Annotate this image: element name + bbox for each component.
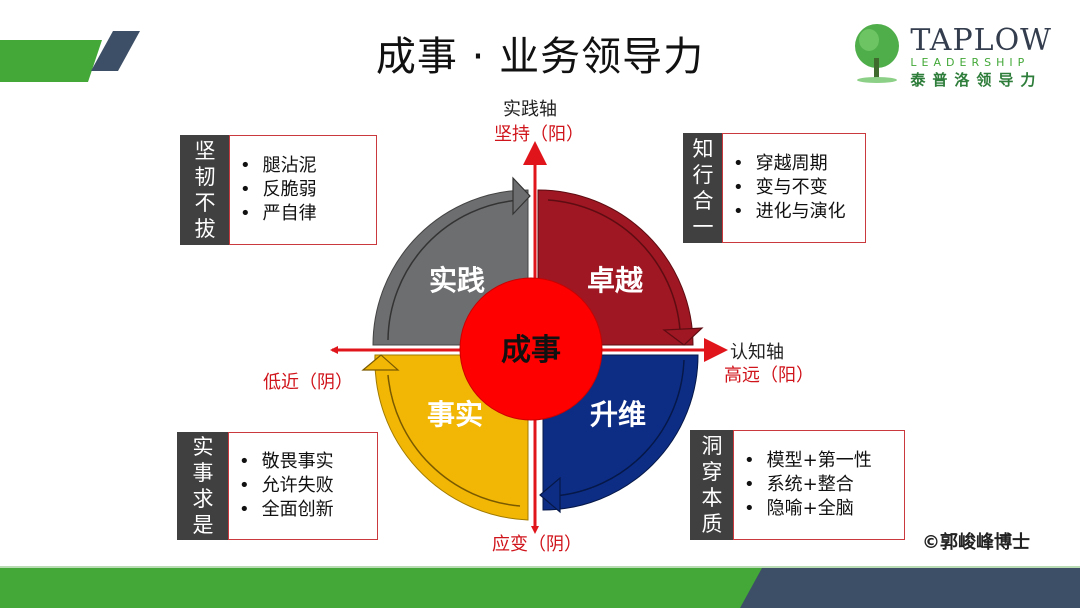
page-title: 成事 · 业务领导力	[375, 34, 705, 80]
list-item: 进化与演化	[733, 200, 865, 224]
list-item: 系统+整合	[744, 473, 904, 497]
vertical-axis-bottom: 应变（阴）	[492, 534, 582, 555]
logo-cn: 泰普洛领导力	[910, 71, 1043, 89]
list-item: 敬畏事实	[239, 450, 377, 474]
horizontal-axis-left: 低近（阴）	[263, 372, 353, 393]
segment-label-facts: 事实	[427, 398, 483, 431]
list-item: 反脆弱	[240, 178, 376, 202]
logo: TAPLOW LEADERSHIP 泰普洛领导力	[910, 26, 1052, 90]
vertical-axis-name: 实践轴	[503, 99, 557, 120]
horizontal-axis-right: 高远（阳）	[724, 365, 814, 386]
horizontal-axis-name: 认知轴	[730, 342, 784, 363]
logo-sub: LEADERSHIP	[910, 56, 1030, 69]
list-item: 腿沾泥	[240, 154, 376, 178]
quadrant-box-bottom-left: 敬畏事实 允许失败 全面创新	[228, 432, 378, 540]
list-item: 变与不变	[733, 176, 865, 200]
list-item: 穿越周期	[733, 152, 865, 176]
quadrant-box-top-left: 腿沾泥 反脆弱 严自律	[229, 135, 377, 245]
list-item: 全面创新	[239, 498, 377, 522]
segment-label-elevation: 升维	[590, 398, 646, 431]
center-circle	[459, 277, 603, 421]
footer-decor	[0, 566, 1080, 608]
center-label: 成事	[501, 333, 561, 368]
list-item: 允许失败	[239, 474, 377, 498]
list-item: 严自律	[240, 202, 376, 226]
quadrant-label-bottom-left: 实事求是	[177, 432, 229, 540]
quadrant-box-bottom-right: 模型+第一性 系统+整合 隐喻+全脑	[733, 430, 905, 540]
quadrant-label-bottom-right: 洞穿本质	[690, 430, 734, 540]
list-item: 隐喻+全脑	[744, 497, 904, 521]
logo-name: TAPLOW	[910, 23, 1052, 58]
list-item: 模型+第一性	[744, 449, 904, 473]
arrow-head-icon	[361, 354, 400, 371]
copyright: ©郭峻峰博士	[922, 532, 1030, 553]
vertical-axis-top: 坚持（阳）	[494, 124, 584, 145]
quadrant-box-top-right: 穿越周期 变与不变 进化与演化	[722, 133, 866, 243]
header-decor	[0, 31, 140, 82]
arrow-head-icon	[662, 327, 704, 346]
segment-label-practice: 实践	[429, 264, 485, 297]
arrow-head-icon	[539, 476, 561, 514]
tree-logo-icon	[855, 24, 899, 83]
quadrant-label-top-right: 知行合一	[683, 133, 723, 243]
arrow-head-icon	[512, 176, 531, 216]
quadrant-label-top-left: 坚韧不拔	[180, 135, 230, 245]
segment-label-excellence: 卓越	[587, 264, 644, 297]
